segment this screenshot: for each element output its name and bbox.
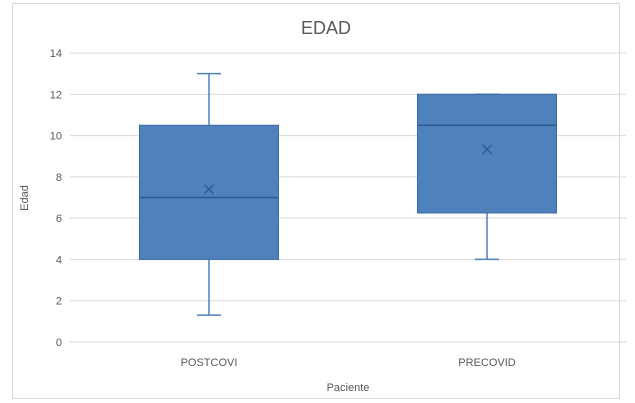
y-tick-label-4: 8 [56,172,62,184]
mean-marker [204,184,214,195]
iqr-box [139,124,279,260]
y-tick-label-0: 0 [56,337,62,349]
iqr-box [417,93,557,214]
y-axis-title: Edad [19,185,31,211]
category-labels: POSTCOVI PRECOVID [181,357,516,369]
box-POSTCOVI [139,72,279,316]
chart-title: EDAD [301,18,351,38]
y-tick-label-1: 2 [56,296,62,308]
mean-marker [482,144,492,155]
box-PRECOVID [417,93,557,261]
boxes [139,72,557,316]
category-label-0: POSTCOVI [181,357,238,369]
y-tick-label-6: 12 [50,89,62,101]
y-tick-label-7: 14 [50,48,62,60]
x-axis-title: Paciente [327,382,370,394]
category-label-1: PRECOVID [458,357,516,369]
y-tick-label-2: 4 [56,254,62,266]
y-tick-labels: 0 2 4 6 8 10 12 14 [50,48,62,349]
y-tick-label-3: 6 [56,213,62,225]
y-tick-label-5: 10 [50,131,62,143]
